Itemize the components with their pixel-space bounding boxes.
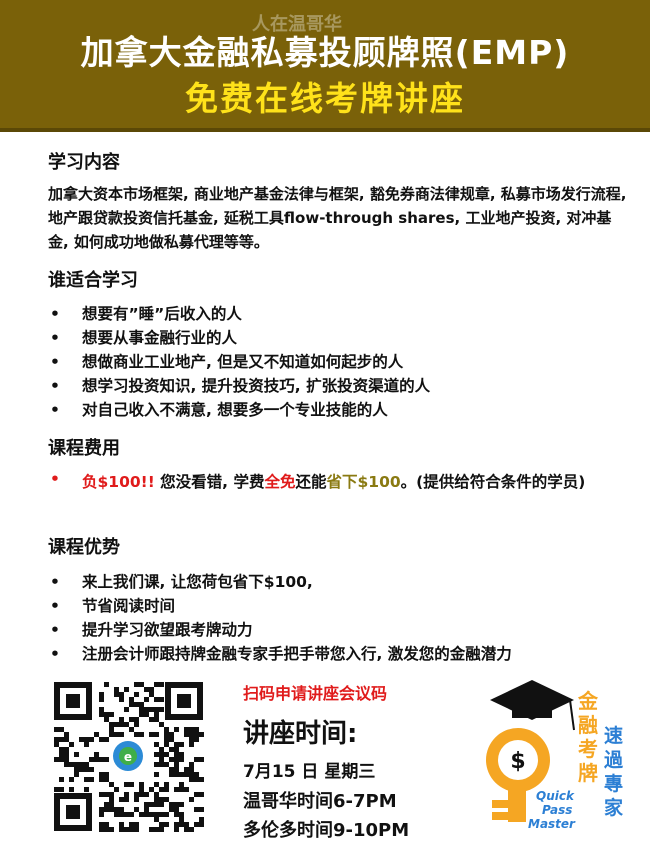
svg-text:Quick Pass Master: Quick Pass Master xyxy=(528,789,578,831)
fee-negative: 负$100!! xyxy=(82,473,155,491)
list-item: • 想学习投资知识, 提升投资技巧, 扩张投资渠道的人 xyxy=(48,374,628,398)
lecture-vancouver-time: 温哥华时间6-7PM xyxy=(243,791,397,812)
bullet-icon: • xyxy=(50,470,60,488)
list-item: • 注册会计师跟持牌金融专家手把手带您入行, 激发您的金融潜力 xyxy=(48,642,628,666)
svg-text:$: $ xyxy=(510,749,525,774)
bullet-icon: • xyxy=(50,353,60,371)
benefits-list: • 来上我们课, 让您荷包省下$100, • 节省阅读时间 • 提升学习欲望跟考牌动力… xyxy=(48,570,628,666)
svg-text:金 融 考 牌: 金 融 考 牌 xyxy=(577,689,605,785)
audience-list: • 想要有”睡”后收入的人 • 想要从事金融行业的人 • 想做商业工业地产, 但是又不… xyxy=(48,302,628,422)
learning-heading: 学习内容 xyxy=(48,152,120,173)
audience-heading: 谁适合学习 xyxy=(48,270,138,291)
title-line2: 免费在线考牌讲座 xyxy=(185,79,465,118)
bullet-icon: • xyxy=(50,597,60,615)
title-line1: 加拿大金融私募投顾牌照(EMP) xyxy=(80,33,570,72)
fee-free: 全免 xyxy=(264,473,296,491)
list-item: • 想要有”睡”后收入的人 xyxy=(48,302,628,326)
fee-save: 省下$100 xyxy=(326,473,401,491)
watermark: 人在温哥华 xyxy=(252,14,342,35)
fee-item: • 负$100!! 您没看错, 学费全免还能省下$100。(提供给符合条件的学员… xyxy=(50,470,586,491)
bullet-icon: • xyxy=(50,305,60,323)
list-item: • 想要从事金融行业的人 xyxy=(48,326,628,350)
list-item: • 对自己收入不满意, 想要多一个专业技能的人 xyxy=(48,398,628,422)
lecture-title: 讲座时间: xyxy=(243,719,358,749)
list-item: • 想做商业工业地产, 但是又不知道如何起步的人 xyxy=(48,350,628,374)
benefits-heading: 课程优势 xyxy=(48,537,120,558)
lecture-date: 7月15 日 星期三 xyxy=(243,762,376,782)
list-item: • 提升学习欲望跟考牌动力 xyxy=(48,618,628,642)
lecture-toronto-time: 多伦多时间9-10PM xyxy=(243,820,410,841)
qr-code-icon[interactable]: e xyxy=(52,680,205,833)
list-item: • 来上我们课, 让您荷包省下$100, xyxy=(48,570,628,594)
bullet-icon: • xyxy=(50,329,60,347)
learning-text: 加拿大资本市场框架, 商业地产基金法律与框架, 豁免券商法律规章, 私募市场发行… xyxy=(48,185,627,251)
bullet-icon: • xyxy=(50,573,60,591)
bullet-icon: • xyxy=(50,645,60,663)
fee-heading: 课程费用 xyxy=(48,438,120,459)
header-banner: 人在温哥华 加拿大金融私募投顾牌照(EMP) 免费在线考牌讲座 xyxy=(0,0,650,132)
logo-cn-left-1: 金 xyxy=(577,689,599,713)
quick-pass-master-logo: $ 金 融 考 牌 速 過 專 家 Quick Pass Master xyxy=(486,680,630,831)
svg-text:e: e xyxy=(124,750,132,764)
list-item: • 节省阅读时间 xyxy=(48,594,628,618)
qr-cta: 扫码申请讲座会议码 xyxy=(243,684,388,703)
bullet-icon: • xyxy=(50,401,60,419)
svg-text:速 過 專 家: 速 過 專 家 xyxy=(604,724,630,819)
bullet-icon: • xyxy=(50,377,60,395)
bullet-icon: • xyxy=(50,621,60,639)
